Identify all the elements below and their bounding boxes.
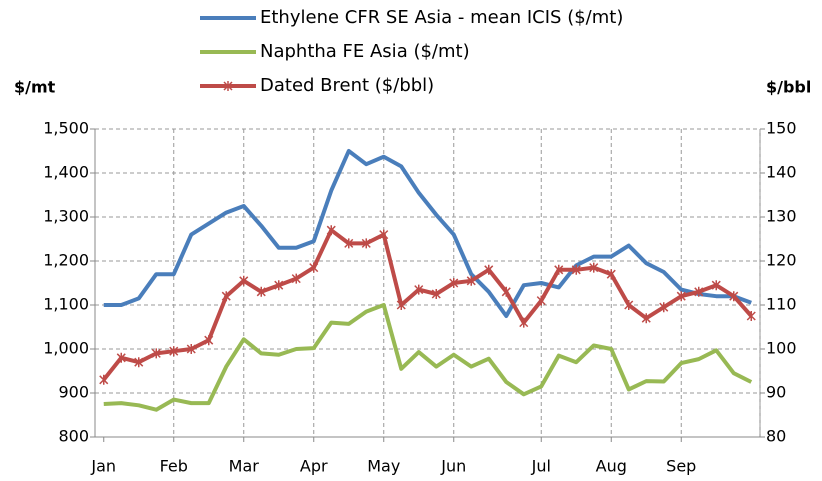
series-marker	[186, 344, 196, 354]
series-marker	[396, 300, 406, 310]
y-tick-label: 1,100	[43, 295, 89, 314]
series-marker	[571, 264, 581, 275]
series-marker	[501, 286, 511, 297]
y2-tick-label: 90	[766, 383, 786, 402]
series-marker	[729, 291, 739, 302]
series-marker	[484, 264, 494, 275]
y2-tick-label: 120	[766, 251, 797, 270]
x-tick-label: Jan	[90, 457, 116, 476]
series-marker	[204, 335, 214, 346]
series-marker	[134, 357, 144, 368]
series-marker	[641, 313, 651, 324]
series-marker	[256, 286, 266, 297]
legend-marker	[223, 81, 233, 91]
x-tick-label: Jun	[440, 457, 466, 476]
y2-axis-title: $/bbl	[766, 78, 811, 97]
series-marker	[449, 278, 459, 288]
series-marker	[431, 289, 441, 299]
y-tick-label: 1,000	[43, 339, 89, 358]
series-marker	[676, 291, 686, 302]
series-marker	[694, 286, 704, 297]
legend-label: Naphtha FE Asia ($/mt)	[260, 41, 470, 62]
y-tick-label: 900	[58, 383, 89, 402]
y2-tick-label: 100	[766, 339, 797, 358]
y-tick-label: 1,300	[43, 207, 89, 226]
y-tick-label: 1,400	[43, 163, 89, 182]
legend-label: Ethylene CFR SE Asia - mean ICIS ($/mt)	[260, 7, 623, 28]
series-marker	[151, 348, 161, 359]
series-marker	[169, 346, 179, 357]
series-marker	[99, 374, 109, 385]
x-tick-label: Sep	[666, 457, 696, 476]
series-marker	[274, 280, 284, 291]
y2-tick-label: 150	[766, 119, 797, 138]
series-marker	[239, 275, 249, 286]
y-tick-label: 1,500	[43, 119, 89, 138]
series-marker	[309, 262, 319, 273]
series-marker	[466, 275, 476, 286]
series-marker	[624, 300, 634, 310]
y2-tick-label: 140	[766, 163, 797, 182]
x-tick-label: Aug	[596, 457, 627, 476]
series-marker	[711, 280, 721, 291]
y2-tick-label: 110	[766, 295, 797, 314]
x-tick-label: Apr	[300, 457, 328, 476]
series-marker	[606, 269, 616, 280]
y2-tick-label: 130	[766, 207, 797, 226]
y-axis-title: $/mt	[14, 78, 56, 97]
series-marker	[326, 225, 336, 236]
series-marker	[659, 302, 669, 313]
x-tick-label: Jul	[531, 457, 551, 476]
series-line	[103, 303, 753, 412]
y-tick-label: 1,200	[43, 251, 89, 270]
y-tick-label: 800	[58, 427, 89, 446]
series-marker	[536, 295, 546, 306]
series-marker	[519, 317, 529, 328]
series-marker	[291, 273, 301, 284]
series-marker	[116, 352, 126, 363]
x-tick-label: Mar	[229, 457, 260, 476]
series-marker	[589, 262, 599, 273]
legend-label: Dated Brent ($/bbl)	[260, 75, 434, 96]
series-marker	[344, 238, 354, 249]
series-line	[103, 149, 752, 318]
series-marker	[379, 229, 389, 240]
series-marker	[361, 238, 371, 249]
x-tick-label: Feb	[160, 457, 188, 476]
series-marker	[746, 311, 756, 321]
series-marker	[554, 264, 564, 275]
series-marker	[221, 291, 231, 302]
series-marker	[414, 284, 424, 295]
x-tick-label: May	[367, 457, 400, 476]
y2-tick-label: 80	[766, 427, 786, 446]
